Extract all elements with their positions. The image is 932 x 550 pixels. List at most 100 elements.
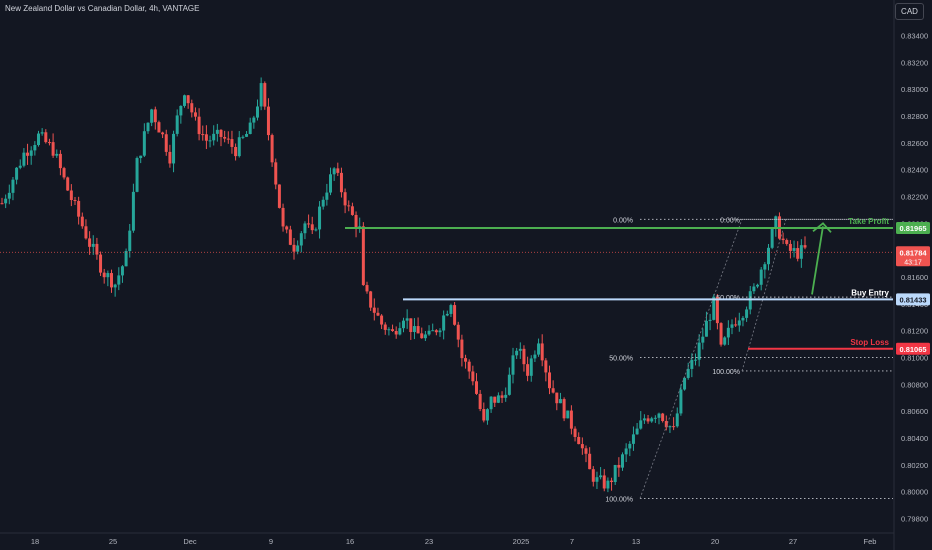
- candle-body: [485, 409, 489, 421]
- price-axis: 0.83400 0.83200 0.83000 0.82800 0.82600 0.824…: [893, 0, 928, 550]
- price-tick-label: 0.80400: [901, 434, 928, 443]
- candle-body: [124, 251, 128, 267]
- candle-body: [759, 269, 763, 285]
- candle-body: [347, 205, 351, 207]
- candle-body: [332, 168, 336, 175]
- candle-body: [55, 153, 59, 156]
- candle-body: [186, 95, 190, 104]
- candle-body: [4, 198, 8, 204]
- candle-body: [99, 254, 103, 273]
- candle-body: [168, 151, 172, 164]
- candle-body: [405, 318, 409, 321]
- candle-body: [296, 245, 300, 252]
- candle-body: [653, 417, 657, 419]
- time-tick-label: 25: [109, 537, 117, 546]
- candle-body: [339, 172, 343, 193]
- candle-body: [318, 206, 322, 230]
- candle-body: [456, 324, 460, 340]
- candle-body: [752, 286, 756, 292]
- candle-body: [223, 136, 227, 139]
- price-tick-label: 0.80600: [901, 407, 928, 416]
- candle-body: [445, 313, 449, 316]
- price-tick-label: 0.82600: [901, 139, 928, 148]
- candle-body: [135, 158, 139, 192]
- time-axis: 18 25 Dec 9 16 23 2025 7 13 20 27 Feb: [0, 532, 894, 546]
- candle-body: [803, 245, 807, 248]
- candle-body: [460, 339, 464, 359]
- candle-body: [471, 371, 475, 382]
- take-profit-tag-text: 0.81965: [899, 224, 926, 233]
- candle-body: [602, 475, 606, 489]
- candle-body: [438, 330, 442, 333]
- candle-body: [226, 138, 230, 140]
- candle-body: [624, 448, 628, 455]
- price-tick-label: 0.80800: [901, 380, 928, 389]
- candle-body: [475, 381, 478, 394]
- time-tick-label: 2025: [513, 537, 530, 546]
- candle-body: [230, 139, 234, 147]
- candle-body: [29, 150, 33, 156]
- level-label-buy-entry[interactable]: Buy Entry: [851, 288, 889, 297]
- candle-body: [482, 409, 486, 421]
- candle-body: [303, 223, 307, 234]
- candle-body: [164, 134, 168, 152]
- candle-body: [215, 129, 219, 134]
- candle-body: [343, 192, 347, 206]
- candle-body: [161, 132, 165, 135]
- candle-body: [453, 305, 457, 325]
- candle-body: [314, 229, 318, 231]
- candle-body: [321, 199, 325, 207]
- level-label-take-profit[interactable]: Take Profit: [848, 217, 889, 226]
- candle-body: [11, 179, 15, 193]
- take-profit-tag-bg: [896, 222, 930, 235]
- currency-button[interactable]: CAD: [895, 3, 924, 20]
- candle-body: [518, 348, 522, 351]
- candle-body: [416, 326, 420, 334]
- candle-body: [434, 330, 438, 333]
- candle-body: [617, 464, 621, 468]
- buy-entry-tag-text: 0.81433: [899, 295, 926, 304]
- candle-body: [387, 329, 391, 331]
- level-label-stop-loss[interactable]: Stop Loss: [850, 338, 889, 347]
- candle-body: [745, 309, 749, 318]
- candle-body: [256, 106, 259, 118]
- candle-body: [365, 285, 369, 292]
- candle-body: [402, 320, 405, 329]
- candle-body: [423, 334, 427, 339]
- candle-body: [110, 273, 113, 288]
- candle-body: [489, 396, 493, 410]
- candle-body: [584, 448, 588, 454]
- candle-body: [796, 248, 800, 259]
- candle-body: [281, 207, 285, 227]
- candle-body: [493, 396, 497, 403]
- candle-body: [646, 418, 650, 422]
- candle-body: [577, 436, 581, 445]
- candle-body: [515, 350, 519, 356]
- projection-arrow-head: [812, 222, 832, 233]
- candle-body: [420, 333, 424, 339]
- candle-body: [234, 146, 238, 157]
- time-tick-label: 23: [425, 537, 433, 546]
- fib-level-label: 100.00%: [605, 496, 633, 503]
- candle-body: [719, 323, 723, 345]
- candle-body: [785, 240, 789, 244]
- candle-body: [73, 200, 77, 202]
- price-tick-label: 0.80000: [901, 488, 928, 497]
- stop-loss-tag-bg: [896, 342, 930, 355]
- time-tick-label: Dec: [183, 537, 197, 546]
- time-tick-label: Feb: [864, 537, 877, 546]
- candle-body: [537, 343, 541, 355]
- candle-body: [504, 394, 508, 398]
- candles-layer: [0, 77, 807, 493]
- candle-body: [139, 155, 143, 159]
- candle-body: [47, 142, 51, 144]
- candle-body: [500, 395, 504, 398]
- candle-body: [361, 226, 365, 286]
- candle-body: [153, 109, 157, 123]
- candle-body: [285, 226, 289, 230]
- candle-body: [248, 122, 252, 134]
- candle-body: [33, 145, 37, 151]
- symbol-title: New Zealand Dollar vs Canadian Dollar, 4…: [5, 4, 200, 13]
